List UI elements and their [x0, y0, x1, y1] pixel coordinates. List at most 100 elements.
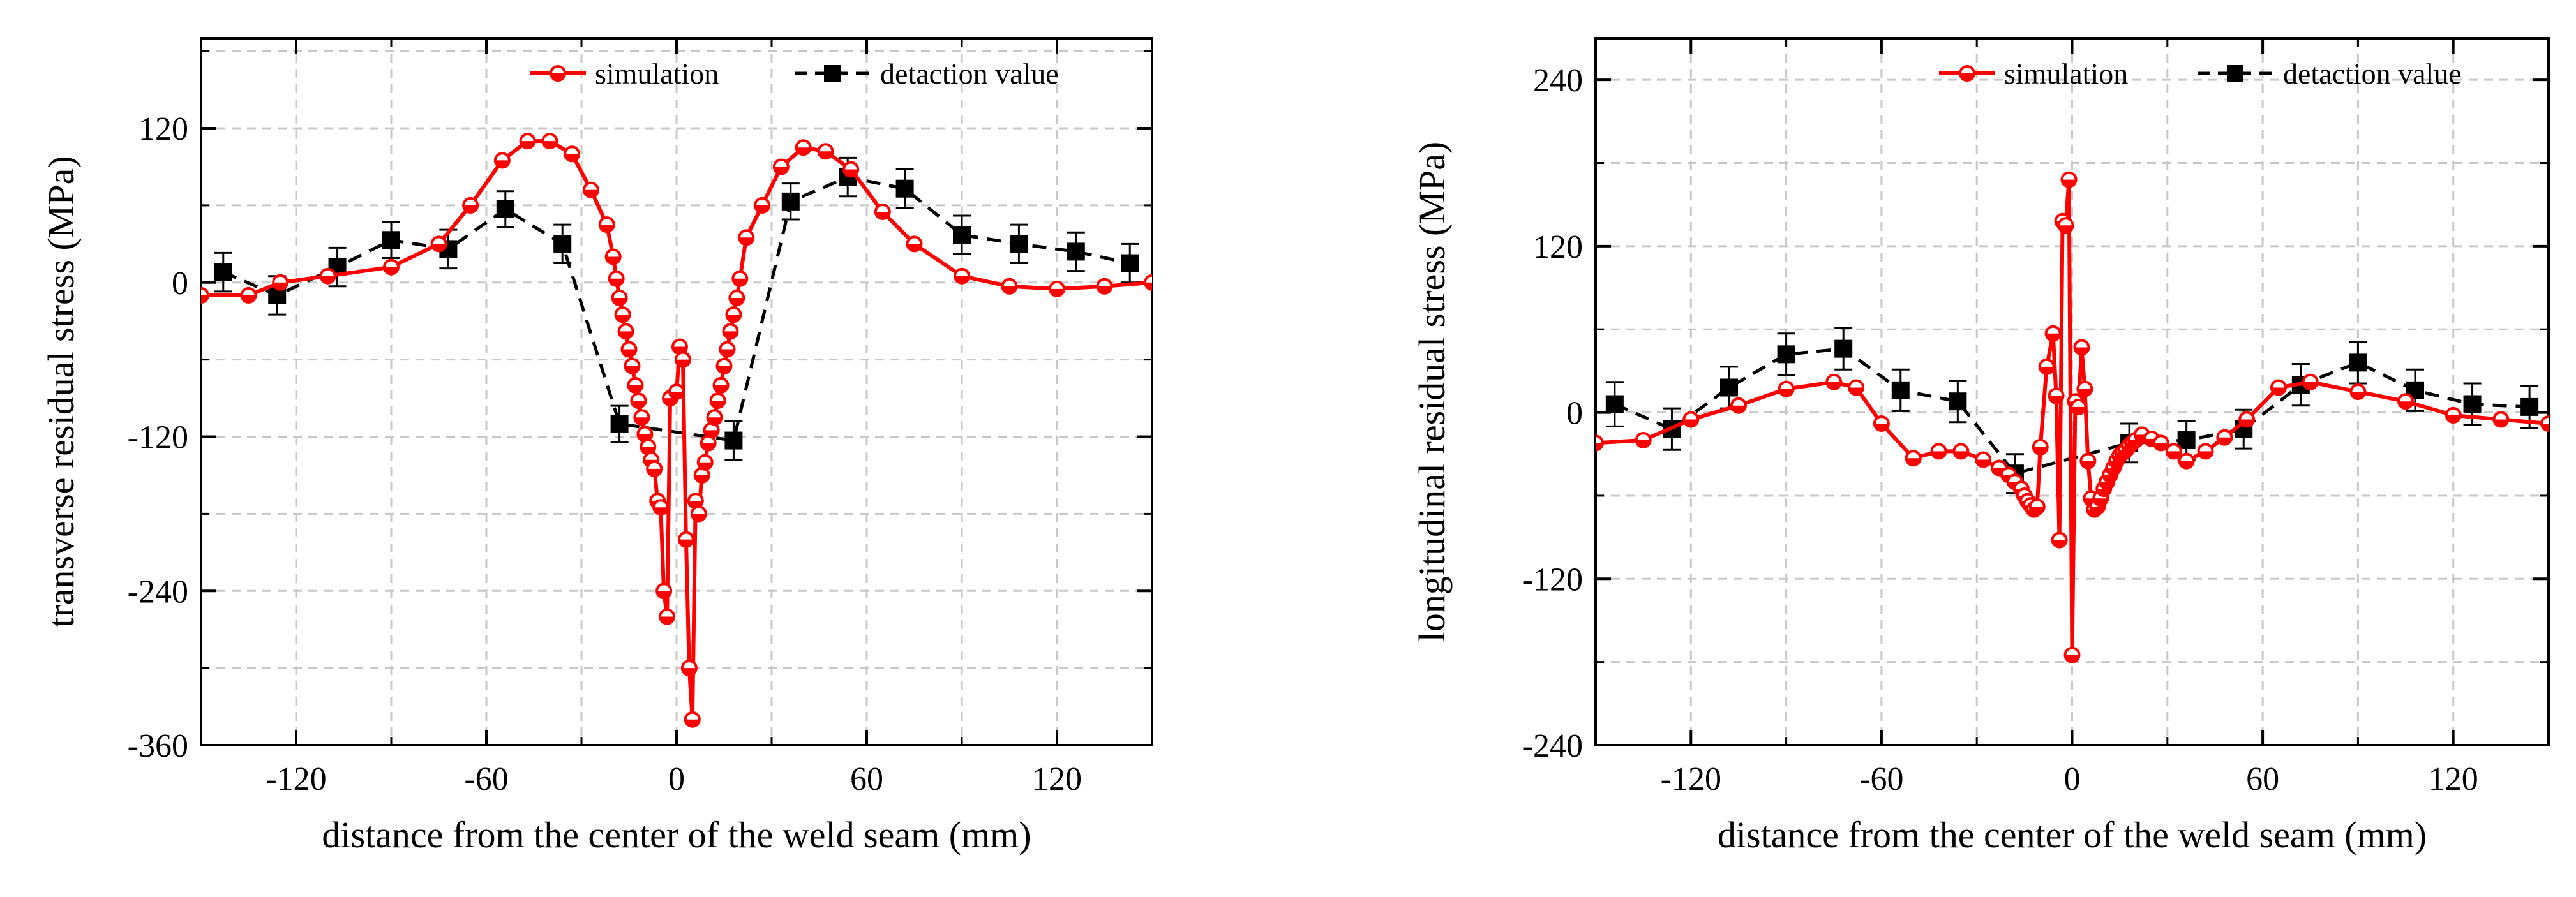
simulation-point — [383, 258, 400, 276]
marker-half — [739, 237, 754, 245]
marker-half — [660, 616, 675, 624]
detaction-point — [2177, 431, 2196, 450]
marker-half — [691, 514, 706, 521]
simulation-point — [1952, 443, 1970, 460]
simulation-point — [906, 235, 923, 253]
marker-half — [495, 160, 509, 168]
y-tick-label: -240 — [1522, 728, 1583, 764]
marker-half — [875, 211, 890, 219]
marker-half — [1954, 451, 1968, 459]
marker-half — [2542, 423, 2549, 431]
legend-label-simulation: simulation — [595, 57, 719, 90]
marker-half — [583, 189, 598, 197]
marker-half — [1596, 443, 1603, 450]
simulation-point — [1049, 280, 1065, 297]
marker-half — [543, 141, 557, 149]
simulation-point — [630, 392, 647, 410]
x-tick-label: 60 — [2246, 761, 2279, 797]
marker-half — [615, 315, 630, 322]
simulation-point — [2492, 411, 2510, 428]
marker-half — [907, 244, 922, 251]
x-tick-label: 0 — [2064, 761, 2081, 797]
x-tick-label: 120 — [2429, 761, 2478, 797]
simulation-point — [493, 152, 511, 169]
marker-half — [685, 719, 700, 727]
detaction-point — [553, 235, 572, 253]
simulation-point — [2063, 646, 2081, 663]
simulation-point — [719, 341, 736, 358]
marker-half — [723, 331, 738, 339]
simulation-point — [2349, 383, 2367, 400]
y-tick-label: 0 — [1566, 396, 1583, 432]
x-tick-label: 120 — [1032, 761, 1082, 797]
simulation-point — [1905, 450, 1922, 467]
marker-half — [2052, 540, 2067, 547]
simulation-point — [700, 434, 717, 452]
marker-half — [2062, 179, 2076, 187]
simulation-point — [2057, 217, 2074, 234]
marker-half — [2303, 382, 2318, 389]
marker-half — [2166, 451, 2181, 459]
simulation-point — [709, 392, 726, 410]
simulation-point — [627, 376, 644, 394]
marker-half — [647, 468, 662, 476]
y-tick-label: -360 — [128, 728, 188, 764]
detaction-line — [222, 175, 1130, 443]
simulation-point — [598, 216, 615, 234]
simulation-point — [462, 196, 479, 214]
marker-half — [2106, 468, 2121, 475]
marker-half — [2065, 655, 2079, 662]
legend-label-detaction: detaction value — [880, 57, 1059, 90]
simulation-point — [1635, 432, 1652, 449]
detaction-point — [2520, 397, 2539, 416]
legend: simulation detaction value — [1939, 57, 2462, 90]
simulation-point — [668, 383, 685, 400]
marker-half — [2074, 347, 2089, 355]
simulation-point — [2076, 380, 2093, 397]
detaction-point — [724, 431, 743, 450]
simulation-point — [652, 499, 670, 516]
detaction-point — [1949, 392, 1967, 411]
simulation-point — [604, 248, 622, 265]
marker-half — [2103, 475, 2118, 482]
marker-half — [774, 167, 788, 174]
marker-half — [2240, 419, 2254, 427]
simulation-point — [772, 158, 790, 175]
marker-half — [2030, 507, 2044, 514]
marker-half — [2049, 396, 2063, 403]
marker-half — [241, 295, 256, 302]
chart-left: -120 -60 0 60 120 -360 -240 -120 0 120 distance fr… — [40, 37, 1153, 856]
marker-half — [657, 591, 671, 598]
marker-half — [710, 401, 725, 408]
marker-half — [714, 385, 728, 392]
detaction-point — [895, 179, 914, 198]
marker-half — [2351, 392, 2365, 399]
marker-half — [273, 282, 288, 290]
marker-half — [631, 401, 646, 408]
simulation-point — [1975, 451, 1992, 468]
simulation-point — [2032, 438, 2049, 456]
y-axis-title: transverse residual stress (MPa) — [40, 156, 82, 627]
simulation-point — [1596, 434, 1604, 452]
simulation-point — [1825, 373, 1843, 390]
marker-half — [1931, 451, 1946, 459]
marker-half — [2097, 489, 2111, 496]
marker-half — [698, 462, 712, 470]
simulation-point — [706, 409, 723, 426]
marker-half — [2078, 389, 2092, 396]
simulation-point — [690, 505, 707, 523]
simulation-point — [1096, 278, 1113, 295]
simulation-point — [646, 460, 663, 477]
marker-half — [2090, 507, 2105, 514]
marker-half — [2093, 498, 2108, 506]
marker-half — [2446, 415, 2460, 422]
marker-half — [844, 169, 858, 177]
simulation-point — [731, 270, 749, 287]
y-tick-label: 240 — [1533, 63, 1583, 99]
marker-half — [2179, 461, 2194, 468]
simulation-point — [2445, 406, 2462, 424]
simulation-point — [696, 454, 714, 471]
simulation-point — [1730, 397, 1747, 414]
marker-half — [1849, 387, 1864, 395]
